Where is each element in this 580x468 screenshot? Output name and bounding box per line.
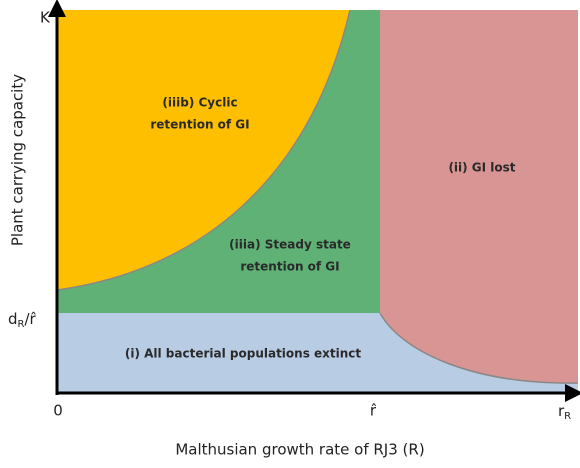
x-end-label: rR: [558, 402, 571, 423]
y-axis-title: Plant carrying capacity: [9, 74, 27, 246]
region-label: retention of GI: [150, 118, 249, 132]
lost-region: [380, 10, 578, 384]
region-label: retention of GI: [240, 260, 339, 274]
label-sub: R: [18, 319, 25, 330]
region-label: (iiib) Cyclic: [162, 96, 237, 110]
label-part: /r̂: [24, 310, 36, 328]
x-mid-label: r̂: [370, 402, 377, 420]
region-label: (iiia) Steady state: [229, 238, 351, 252]
y-top-label: K: [40, 9, 51, 27]
label-part: d: [8, 310, 18, 328]
x-origin-label: 0: [53, 402, 63, 420]
cyclic-boundary: [56, 9, 351, 291]
label-sub: R: [564, 411, 571, 422]
cyclic-region: [57, 10, 350, 290]
region-label: (i) All bacterial populations extinct: [125, 347, 362, 361]
y-level-label: dR/r̂: [8, 310, 37, 331]
region-label: (ii) GI lost: [448, 161, 515, 175]
label-part: r: [558, 402, 565, 420]
lost-boundary: [379, 312, 579, 384]
x-axis-title: Malthusian growth rate of RJ3 (R): [175, 441, 424, 459]
